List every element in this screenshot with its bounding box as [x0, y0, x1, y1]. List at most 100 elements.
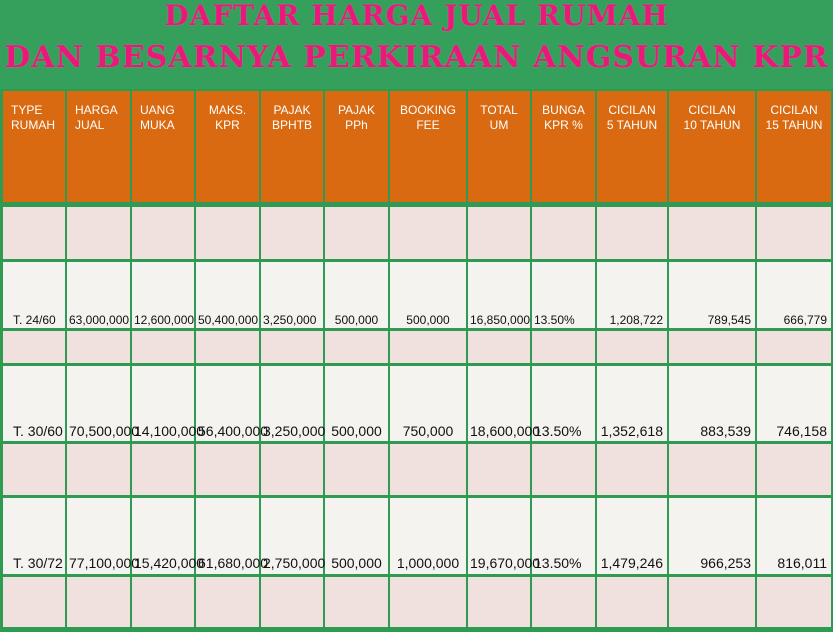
table-cell: 883,539: [700, 423, 751, 439]
table-band-cell: [261, 577, 323, 627]
table-band-cell: [132, 577, 194, 627]
header-cell: MAKS. KPR: [196, 91, 259, 202]
row-type-cell: T. 30/72: [13, 555, 63, 571]
header-cell: TYPE RUMAH: [3, 91, 65, 202]
table-band-cell: [597, 366, 667, 441]
table-band-cell: [3, 577, 65, 627]
table-band-cell: [3, 262, 65, 328]
table-band-cell: [67, 331, 130, 363]
table-band-cell: [757, 577, 831, 627]
table-cell: 16,850,000: [470, 313, 531, 327]
table-band-cell: [261, 366, 323, 441]
page-title-line-1: DAFTAR HARGA JUAL RUMAH: [164, 0, 669, 32]
table-cell: 12,600,000: [134, 313, 195, 327]
table-band-cell: [67, 444, 130, 495]
table-band-cell: [532, 207, 595, 259]
table-cell: 3,250,000: [263, 313, 317, 327]
table-cell: 500,000: [331, 555, 382, 571]
table-cell: 77,100,000: [69, 555, 140, 571]
table-band-cell: [132, 444, 194, 495]
table-band-cell: [196, 577, 259, 627]
table-band-cell: [196, 498, 259, 574]
header-cell: PAJAK PPh: [325, 91, 388, 202]
table-band-cell: [67, 262, 130, 328]
header-cell: TOTAL UM: [468, 91, 530, 202]
table-band-cell: [468, 262, 530, 328]
table-cell: 3,250,000: [263, 423, 326, 439]
table-band-cell: [757, 498, 831, 574]
table-band-cell: [468, 498, 530, 574]
table-band-cell: [325, 498, 388, 574]
table-band-cell: [597, 262, 667, 328]
table-band-cell: [597, 444, 667, 495]
table-band-cell: [132, 262, 194, 328]
table-cell: 2,750,000: [263, 555, 326, 571]
table-band-cell: [669, 262, 755, 328]
table-band-cell: [468, 207, 530, 259]
table-band-cell: [669, 207, 755, 259]
table-band-cell: [532, 331, 595, 363]
table-cell: 789,545: [707, 313, 751, 327]
table-band-cell: [67, 366, 130, 441]
table-cell: 746,158: [776, 423, 827, 439]
table-band-cell: [757, 262, 831, 328]
table-cell: 50,400,000: [198, 313, 259, 327]
table-cell: 500,000: [406, 313, 450, 327]
table-band-cell: [261, 262, 323, 328]
header-cell: HARGA JUAL: [67, 91, 130, 202]
table-band-cell: [132, 498, 194, 574]
table-band-cell: [325, 331, 388, 363]
table-band-cell: [532, 366, 595, 441]
table-band-cell: [3, 444, 65, 495]
table-band-cell: [196, 366, 259, 441]
table-cell: 63,000,000: [69, 313, 130, 327]
table-cell: 56,400,000: [198, 423, 269, 439]
table-band-cell: [67, 207, 130, 259]
table-cell: 666,779: [783, 313, 827, 327]
table-cell: 13.50%: [534, 313, 575, 327]
table-band-cell: [67, 577, 130, 627]
table-band-cell: [325, 366, 388, 441]
table-band-cell: [390, 498, 466, 574]
table-band-cell: [3, 207, 65, 259]
header-cell: UANG MUKA: [132, 91, 194, 202]
header-cell: CICILAN 15 TAHUN: [757, 91, 831, 202]
header-cell: CICILAN 10 TAHUN: [669, 91, 755, 202]
table-band-cell: [325, 577, 388, 627]
table-band-cell: [3, 331, 65, 363]
table-band-cell: [261, 444, 323, 495]
table-band-cell: [757, 366, 831, 441]
table-cell: 1,000,000: [396, 555, 460, 571]
table-band-cell: [597, 577, 667, 627]
table-band-cell: [757, 207, 831, 259]
table-cell: 966,253: [700, 555, 751, 571]
header-cell: CICILAN 5 TAHUN: [597, 91, 667, 202]
table-band-cell: [669, 331, 755, 363]
table-cell: 500,000: [331, 423, 382, 439]
table-cell: 70,500,000: [69, 423, 140, 439]
header-cell: BOOKING FEE: [390, 91, 466, 202]
table-band-cell: [757, 331, 831, 363]
table-band-cell: [196, 207, 259, 259]
table-band-cell: [390, 444, 466, 495]
table-band-cell: [390, 262, 466, 328]
table-cell: 750,000: [402, 423, 454, 439]
table-band-cell: [325, 207, 388, 259]
table-cell: 1,479,246: [600, 555, 663, 571]
table-band-cell: [132, 207, 194, 259]
row-type-cell: T. 24/60: [13, 313, 56, 327]
table-band-cell: [261, 331, 323, 363]
table-cell: 19,670,000: [470, 555, 541, 571]
table-cell: 816,011: [777, 555, 827, 571]
table-band-cell: [132, 331, 194, 363]
page-title-line-2: DAN BESARNYA PERKIRAAN ANGSURAN KPR: [4, 40, 829, 75]
table-band-cell: [468, 444, 530, 495]
table-band-cell: [532, 577, 595, 627]
table-cell: 1,352,618: [600, 423, 663, 439]
table-band-cell: [390, 331, 466, 363]
table-cell: 14,100,000: [134, 423, 205, 439]
table-band-cell: [325, 444, 388, 495]
table-band-cell: [532, 262, 595, 328]
table-band-cell: [669, 498, 755, 574]
